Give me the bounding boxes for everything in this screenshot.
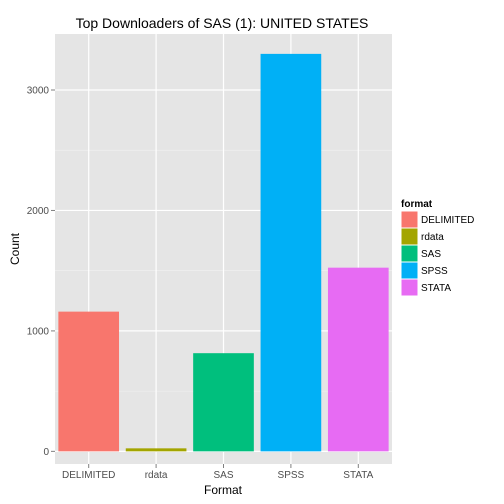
x-tick-label: SPSS <box>278 470 305 481</box>
legend-label-rdata: rdata <box>421 232 444 243</box>
legend-key-delimited <box>400 210 419 229</box>
legend-label-stata: STATA <box>421 283 451 294</box>
legend-key-stata <box>400 278 419 297</box>
x-tick-label: SAS <box>213 470 233 481</box>
legend-label-delimited: DELIMITED <box>421 215 474 226</box>
x-axis-title: Format <box>204 483 243 497</box>
legend: format DELIMITED rdata SAS SPSS STATA <box>400 199 474 297</box>
legend-title: format <box>401 199 433 210</box>
y-tick-label: 3000 <box>27 86 50 97</box>
x-tick-label: STATA <box>343 470 373 481</box>
chart-title: Top Downloaders of SAS (1): UNITED STATE… <box>76 15 369 31</box>
bar-stata <box>327 267 389 452</box>
bars <box>58 53 389 452</box>
y-tick-label: 1000 <box>27 326 50 337</box>
x-tick-label: DELIMITED <box>62 470 115 481</box>
bar-delimited <box>58 311 120 452</box>
y-tick-label: 0 <box>43 447 49 458</box>
x-axis: DELIMITED rdata SAS SPSS STATA <box>62 464 374 481</box>
bar-rdata <box>125 448 187 452</box>
y-axis-title: Count <box>8 232 22 265</box>
legend-key-rdata <box>400 227 419 246</box>
legend-key-spss <box>400 261 419 280</box>
legend-label-sas: SAS <box>421 249 441 260</box>
bar-spss <box>260 53 322 452</box>
y-tick-label: 2000 <box>27 206 50 217</box>
legend-key-sas <box>400 244 419 263</box>
x-tick-label: rdata <box>145 470 168 481</box>
legend-label-spss: SPSS <box>421 266 448 277</box>
y-axis: 0 1000 2000 3000 <box>27 86 55 458</box>
bar-sas <box>193 353 254 452</box>
